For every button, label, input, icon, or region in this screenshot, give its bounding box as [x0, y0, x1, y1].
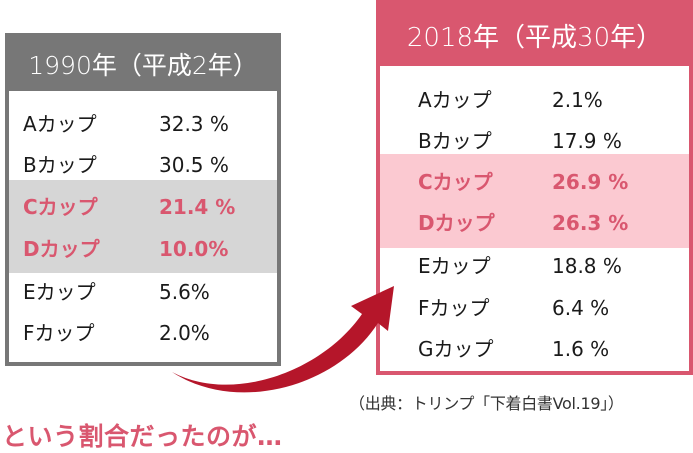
- table-row: Bカップ 17.9 %: [380, 121, 689, 161]
- cup-percentage: 17.9 %: [552, 129, 622, 153]
- cup-label: Eカップ: [23, 280, 96, 304]
- cup-label: Gカップ: [418, 337, 494, 361]
- table-row: Dカップ 10.0%: [9, 229, 277, 269]
- cup-percentage: 30.5 %: [159, 153, 229, 177]
- cup-percentage: 26.9 %: [552, 170, 629, 194]
- highlight-band-2018: [380, 154, 689, 248]
- table-row: Cカップ 26.9 %: [380, 162, 689, 202]
- cup-percentage: 2.1%: [552, 88, 603, 112]
- cup-label: Dカップ: [418, 211, 495, 235]
- cup-percentage: 6.4 %: [552, 296, 610, 320]
- table-row: Cカップ 21.4 %: [9, 187, 277, 227]
- table-row: Aカップ 2.1%: [380, 80, 689, 120]
- table-2018-title: 2018年（平成30年）: [380, 4, 689, 66]
- cup-percentage: 26.3 %: [552, 211, 629, 235]
- cup-label: Cカップ: [418, 170, 493, 194]
- cup-label: Fカップ: [418, 296, 490, 320]
- table-1990: 1990年（平成2年） Aカップ 32.3 % Bカップ 30.5 % Cカップ…: [5, 33, 281, 366]
- cup-label: Bカップ: [418, 129, 492, 153]
- table-row: Aカップ 32.3 %: [9, 104, 277, 144]
- cup-label: Aカップ: [23, 112, 97, 136]
- table-row: Fカップ 6.4 %: [380, 288, 689, 328]
- highlight-band-1990: [9, 180, 277, 273]
- table-1990-title: 1990年（平成2年）: [9, 37, 277, 91]
- cup-percentage: 2.0%: [159, 321, 210, 345]
- table-row: Dカップ 26.3 %: [380, 203, 689, 243]
- cup-label: Fカップ: [23, 321, 95, 345]
- cup-label: Bカップ: [23, 153, 97, 177]
- source-citation: （出典：トリンプ「下着白書Vol.19」）: [349, 394, 624, 413]
- table-row: Eカップ 18.8 %: [380, 246, 689, 286]
- cup-label: Aカップ: [418, 88, 492, 112]
- cup-label: Cカップ: [23, 195, 98, 219]
- table-row: Fカップ 2.0%: [9, 313, 277, 353]
- cup-percentage: 10.0%: [159, 237, 229, 261]
- cup-label: Dカップ: [23, 237, 100, 261]
- caption-text: という割合だったのが…: [2, 422, 283, 451]
- cup-percentage: 1.6 %: [552, 337, 610, 361]
- cup-percentage: 32.3 %: [159, 112, 229, 136]
- table-row: Bカップ 30.5 %: [9, 145, 277, 185]
- cup-percentage: 21.4 %: [159, 195, 236, 219]
- table-row: Eカップ 5.6%: [9, 272, 277, 312]
- cup-label: Eカップ: [418, 254, 491, 278]
- table-row: Gカップ 1.6 %: [380, 329, 689, 369]
- table-2018: 2018年（平成30年） Aカップ 2.1% Bカップ 17.9 % Cカップ …: [376, 0, 693, 375]
- cup-percentage: 18.8 %: [552, 254, 622, 278]
- cup-percentage: 5.6%: [159, 280, 210, 304]
